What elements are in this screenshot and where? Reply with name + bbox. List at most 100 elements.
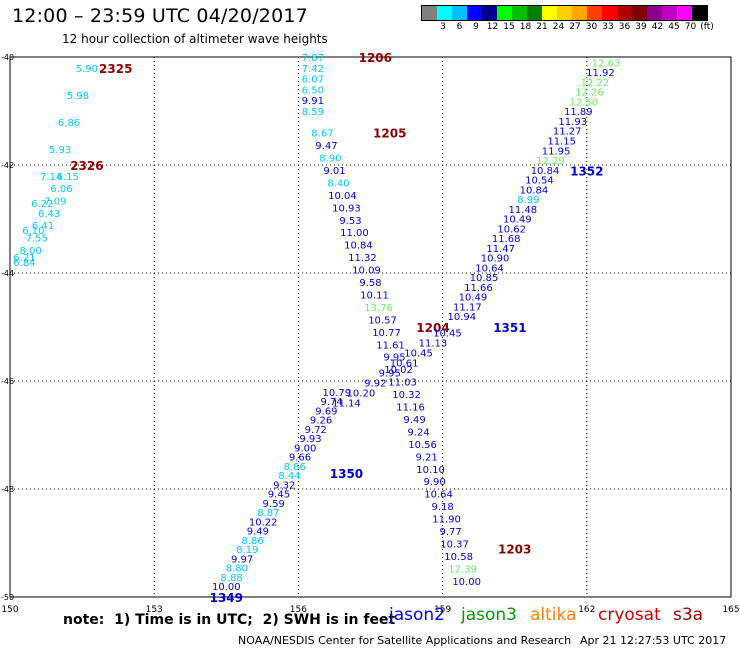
track-id-label: 2326 (70, 159, 103, 173)
wave-height-value: 8.40 (327, 178, 349, 189)
y-tick-label: -44 (1, 269, 14, 278)
color-scale-label: 24 (552, 22, 565, 32)
wave-height-value: 8.19 (236, 545, 258, 556)
wave-height-value: 6.43 (38, 209, 60, 220)
color-scale-label: 42 (651, 22, 664, 32)
wave-height-value: 8.90 (319, 154, 341, 165)
wave-height-value: 10.45 (433, 328, 462, 339)
color-swatch (512, 6, 527, 20)
wave-height-value: 10.00 (212, 582, 241, 593)
wave-height-value: 9.49 (247, 527, 269, 538)
wave-height-value: 8.44 (278, 471, 300, 482)
wave-height-value: 9.72 (305, 425, 327, 436)
wave-height-value: 10.56 (408, 440, 437, 451)
wave-height-value: 9.18 (431, 502, 453, 513)
wave-height-value: 10.57 (368, 315, 397, 326)
wave-height-value: 9.01 (323, 166, 345, 177)
wave-height-value: 10.09 (352, 266, 381, 277)
wave-height-value: 9.53 (339, 216, 361, 227)
color-swatch (422, 6, 437, 20)
wave-height-value: 8.67 (311, 129, 333, 140)
wave-height-value: 9.90 (423, 477, 445, 488)
x-tick-label: 150 (1, 605, 18, 615)
color-swatch (602, 6, 617, 20)
wave-height-value: 6.06 (50, 184, 72, 195)
wave-height-value: 8.86 (241, 536, 263, 547)
wave-height-value: 9.95 (383, 353, 405, 364)
wave-height-value: 8.80 (226, 564, 248, 575)
color-scale-label: 18 (519, 22, 532, 32)
color-swatch (452, 6, 467, 20)
wave-height-value: 7.14 (40, 172, 62, 183)
wave-height-value: 8.59 (302, 107, 324, 118)
wave-height-value: 10.20 (347, 389, 376, 400)
color-scale-label: 21 (536, 22, 548, 32)
wave-height-value: 10.49 (459, 293, 488, 304)
wave-height-value: 9.58 (359, 278, 381, 289)
wave-height-value: 9.91 (302, 96, 324, 107)
wave-height-value: 10.90 (481, 254, 510, 265)
wave-height-value: 10.84 (344, 241, 373, 252)
wave-height-value: 11.27 (553, 127, 582, 138)
track-id-label: 1352 (570, 164, 603, 178)
wave-height-value: 10.22 (249, 517, 278, 528)
wave-height-value: 9.74 (320, 397, 342, 408)
color-swatch (617, 6, 632, 20)
track-id-label: 1350 (330, 467, 363, 481)
note-text: note: 1) Time is in UTC; 2) SWH is in fe… (63, 612, 396, 628)
color-scale-label: 33 (602, 22, 614, 32)
wave-height-value: 7.87 (302, 53, 324, 64)
legend-s3a: s3a (673, 605, 704, 625)
wave-height-value: 9.32 (273, 480, 295, 491)
color-scale-label: 27 (569, 22, 581, 32)
color-swatch (527, 6, 542, 20)
color-scale-label: 70 (684, 22, 697, 32)
color-scale-bar (421, 5, 708, 21)
y-tick-label: -50 (1, 593, 14, 602)
color-swatch (662, 6, 677, 20)
wave-height-value: 12.63 (592, 58, 621, 69)
wave-height-value: 6.15 (57, 172, 79, 183)
track-id-label: 1203 (498, 542, 531, 556)
credit-text: NOAA/NESDIS Center for Satellite Applica… (238, 634, 572, 647)
color-swatch (497, 6, 512, 20)
wave-height-value: 11.93 (558, 117, 587, 128)
track-id-label: 1205 (373, 127, 406, 141)
color-scale-labels: 3 6 9 12 15 18 21 24 27 30 33 36 39 42 45 70 (ft) (421, 22, 740, 34)
chart-title: 12:00 – 23:59 UTC 04/20/2017 (12, 5, 308, 27)
wave-height-value: 11.61 (376, 340, 405, 351)
wave-height-value: 12.22 (581, 78, 610, 89)
wave-height-value: 10.04 (328, 191, 357, 202)
y-tick-label: -48 (1, 485, 14, 494)
wave-height-value: 6.21 (13, 253, 35, 264)
y-tick-label: -46 (1, 377, 14, 386)
color-scale-label: 30 (585, 22, 598, 32)
color-scale-label: 3 (440, 22, 446, 32)
legend-cryosat: cryosat (598, 605, 661, 625)
wave-height-value: 7.42 (302, 64, 324, 75)
wave-height-value: 10.00 (452, 577, 481, 588)
wave-height-value: 6.41 (32, 221, 54, 232)
wave-height-value: 8.88 (220, 573, 242, 584)
wave-height-value: 12.29 (536, 156, 565, 167)
wave-height-value: 11.03 (388, 378, 417, 389)
x-tick-label: 159 (434, 605, 451, 615)
wave-height-value: 11.16 (396, 403, 425, 414)
wave-height-value: 11.47 (486, 244, 515, 255)
wave-height-value: 10.93 (332, 203, 361, 214)
wave-height-value: 8.00 (19, 246, 41, 257)
track-id-label: 1204 (416, 321, 449, 335)
color-swatch (437, 6, 452, 20)
color-scale-label: 45 (668, 22, 680, 32)
wave-height-value: 11.89 (564, 107, 593, 118)
wave-height-value: 10.54 (525, 176, 554, 187)
wave-height-value: 12.39 (448, 564, 477, 575)
wave-height-value: 9.59 (263, 499, 285, 510)
wave-height-value: 11.90 (432, 515, 461, 526)
wave-height-value: 12.50 (570, 97, 599, 108)
chart-subtitle: 12 hour collection of altimeter wave hei… (62, 32, 328, 46)
wave-height-value: 9.92 (364, 379, 386, 390)
wave-height-value: 11.66 (464, 283, 493, 294)
wave-height-value: 10.84 (520, 185, 549, 196)
wave-height-value: 11.95 (542, 146, 571, 157)
